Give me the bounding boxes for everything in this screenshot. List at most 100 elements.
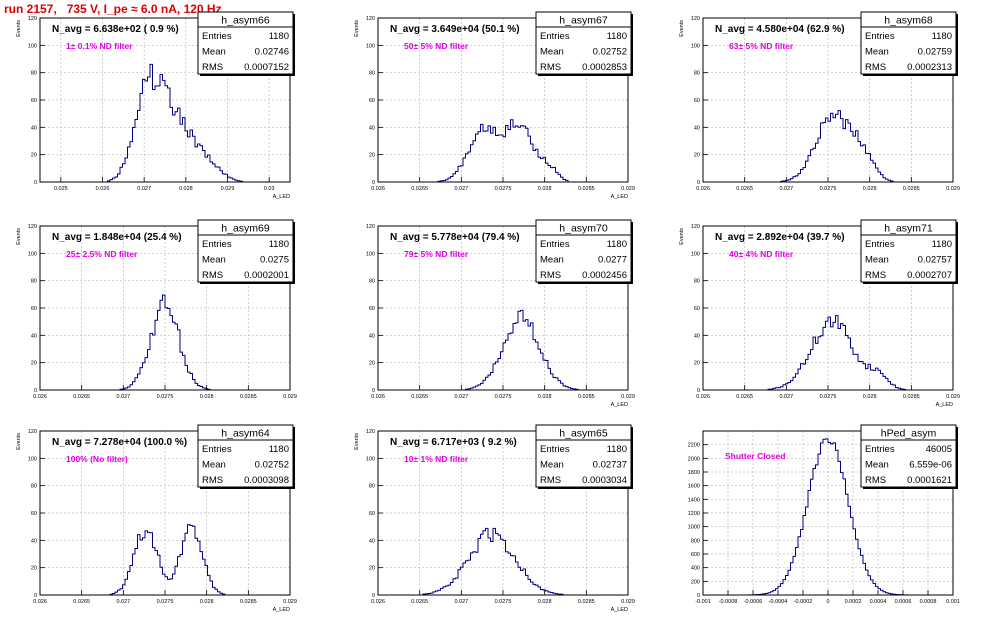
x-tick-label: 0.026: [96, 186, 110, 192]
stats-label-entries: Entries: [865, 31, 895, 42]
y-tick-label: 120: [691, 16, 700, 22]
y-tick-label: 40: [31, 125, 37, 131]
y-tick-label: 60: [694, 306, 700, 312]
y-tick-label: 20: [694, 153, 700, 159]
stats-label-entries: Entries: [865, 239, 895, 250]
stats-label-entries: Entries: [202, 239, 232, 250]
y-tick-label: 200: [691, 579, 700, 585]
histogram-pad-h_asym69: 0.026 0.0265 0.027 0.0275 0.028 0.0285 0.029 0 2…: [16, 219, 297, 400]
y-tick-label: 100: [28, 43, 37, 49]
histogram-pad-h_asym68: 0.026 0.0265 0.027 0.0275 0.028 0.0285 0.029 0 2…: [679, 11, 960, 192]
filter-annotation: 1± 0.1% ND filter: [66, 41, 133, 51]
y-tick-label: 0: [34, 180, 37, 186]
stats-label-mean: Mean: [865, 47, 889, 58]
y-tick-label: 0: [34, 388, 37, 394]
x-tick-label: 0.0265: [736, 394, 753, 400]
histogram-line: [378, 119, 628, 183]
x-tick-label: 0.029: [283, 394, 297, 400]
y-tick-label: 100: [691, 43, 700, 49]
filter-annotation: 40± 4% ND filter: [729, 249, 794, 259]
stats-value-mean: 0.02757: [918, 255, 952, 266]
x-tick-label: 0.0008: [920, 599, 937, 605]
y-tick-label: 0: [372, 180, 375, 186]
x-tick-label: 0.026: [371, 394, 385, 400]
y-tick-label: 1400: [688, 497, 700, 503]
stats-label-entries: Entries: [202, 31, 232, 42]
y-tick-label: 60: [694, 98, 700, 104]
y-tick-label: 800: [691, 538, 700, 544]
stats-label-rms: RMS: [202, 475, 223, 486]
stats-box: [197, 424, 294, 488]
y-tick-label: 0: [697, 593, 700, 599]
n-avg-label: N_avg = 3.649e+04 (50.1 %): [390, 24, 520, 35]
y-tick-label: 20: [31, 566, 37, 572]
y-tick-label: 80: [31, 71, 37, 77]
histogram-name: h_asym68: [884, 15, 933, 27]
x-tick-label: 0.029: [946, 186, 960, 192]
y-tick-label: 2200: [688, 443, 700, 449]
y-tick-label: 40: [694, 125, 700, 131]
y-tick-label: 100: [366, 251, 375, 257]
stats-label-mean: Mean: [202, 460, 226, 471]
x-tick-label: 0.029: [946, 394, 960, 400]
x-tick-label: 0.026: [33, 599, 47, 605]
histogram-name: h_asym64: [221, 428, 270, 440]
histogram-name: hPed_asym: [881, 428, 937, 440]
x-axis-label: A_LED: [936, 402, 953, 408]
y-tick-label: 100: [366, 456, 375, 462]
x-tick-label: 0.0004: [870, 599, 887, 605]
n-avg-label: N_avg = 2.892e+04 (39.7 %): [715, 232, 845, 243]
x-tick-label: 0.027: [137, 186, 151, 192]
n-avg-label: N_avg = 4.580e+04 (62.9 %): [715, 24, 845, 35]
y-tick-label: 40: [369, 538, 375, 544]
stats-value-mean: 0.02752: [255, 460, 289, 471]
y-tick-label: 100: [28, 456, 37, 462]
y-tick-label: 40: [369, 333, 375, 339]
x-tick-label: 0.029: [621, 599, 635, 605]
y-tick-label: 120: [28, 224, 37, 230]
stats-value-rms: 0.0003098: [244, 475, 289, 486]
y-tick-label: 40: [31, 538, 37, 544]
stats-label-entries: Entries: [540, 239, 570, 250]
y-tick-label: 80: [369, 279, 375, 285]
x-axis-label: A_LED: [611, 402, 628, 408]
x-tick-label: 0.028: [863, 186, 877, 192]
y-tick-label: 100: [366, 43, 375, 49]
stats-label-mean: Mean: [540, 255, 564, 266]
x-tick-label: 0.0002: [845, 599, 862, 605]
x-tick-label: 0.0275: [820, 186, 837, 192]
y-tick-label: 40: [694, 333, 700, 339]
y-tick-label: 80: [31, 279, 37, 285]
stats-value-entries: 1180: [932, 31, 952, 42]
y-tick-label: 120: [366, 224, 375, 230]
stats-label-rms: RMS: [202, 270, 223, 281]
x-tick-label: 0.001: [946, 599, 960, 605]
x-tick-label: 0.028: [200, 599, 214, 605]
x-tick-label: 0.026: [371, 599, 385, 605]
filter-annotation: Shutter Closed: [725, 451, 785, 461]
y-tick-label: 400: [691, 566, 700, 572]
x-tick-label: 0.0275: [157, 599, 174, 605]
stats-box: [860, 11, 957, 75]
histogram-line: [40, 63, 290, 183]
histogram-pad-h_asym65: 0.026 0.0265 0.027 0.0275 0.028 0.0285 0.029 0 2…: [354, 424, 635, 613]
x-tick-label: 0.029: [283, 599, 297, 605]
n-avg-label: N_avg = 6.717e+03 ( 9.2 %): [390, 437, 517, 448]
x-tick-label: 0.028: [863, 394, 877, 400]
y-axis-label: Events: [16, 433, 22, 450]
y-axis-label: Events: [16, 228, 22, 245]
histogram-name: h_asym65: [559, 428, 608, 440]
x-tick-label: 0.029: [621, 186, 635, 192]
y-tick-label: 60: [369, 98, 375, 104]
filter-annotation: 79± 5% ND filter: [404, 249, 469, 259]
x-tick-label: 0.027: [779, 186, 793, 192]
stats-label-rms: RMS: [865, 270, 886, 281]
y-tick-label: 1800: [688, 470, 700, 476]
y-tick-label: 80: [369, 484, 375, 490]
stats-label-rms: RMS: [540, 270, 561, 281]
histogram-line: [378, 527, 628, 596]
x-tick-label: 0.0265: [73, 394, 90, 400]
y-tick-label: 120: [691, 224, 700, 230]
stats-box: [860, 219, 957, 283]
